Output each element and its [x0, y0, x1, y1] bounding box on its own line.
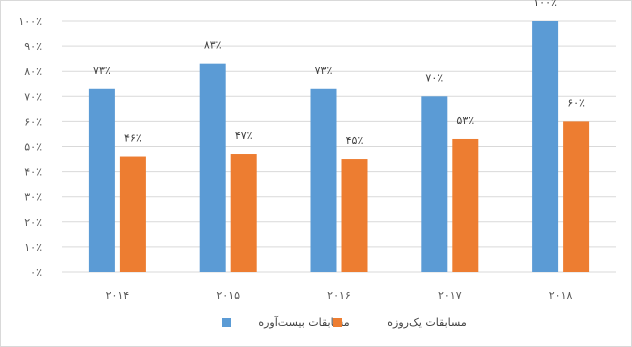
data-label: ۸۳٪: [204, 39, 222, 52]
gridlines: [62, 20, 616, 273]
y-tick-label: ۳۰٪: [24, 191, 42, 204]
y-tick-label: ۴۰٪: [24, 166, 42, 179]
x-tick-label: ۲۰۱۶: [327, 289, 351, 302]
y-tick-label: ۹۰٪: [24, 40, 42, 53]
bar: [452, 138, 479, 272]
data-label: ۷۳٪: [315, 64, 333, 77]
y-tick-label: ۸۰٪: [24, 65, 42, 78]
bars: [88, 21, 590, 273]
data-label: ۴۷٪: [235, 129, 253, 142]
legend-swatch: [222, 318, 231, 327]
legend-label: مسابقات بیست‌آوره: [258, 315, 349, 329]
x-axis-ticks: ۲۰۱۴ ۲۰۱۵ ۲۰۱۶ ۲۰۱۷ ۲۰۱۸: [106, 289, 573, 302]
data-label: ۴۶٪: [124, 132, 142, 145]
legend: مسابقات بیست‌آوره مسابقات یک‌روزه: [222, 315, 467, 329]
y-tick-label: ۱۰٪: [24, 241, 42, 254]
legend-label: مسابقات یک‌روزه: [387, 316, 467, 329]
data-label: ۴۵٪: [346, 134, 364, 147]
data-labels: ۷۳٪ ۴۶٪ ۸۳٪ ۴۷٪ ۷۳٪ ۴۵٪ ۷۰٪ ۵۳٪ ۱۰۰٪ ۶۰٪: [93, 0, 585, 147]
data-label: ۵۳٪: [456, 114, 474, 127]
bar: [199, 63, 226, 272]
bar: [341, 159, 368, 272]
bar: [421, 96, 448, 272]
y-tick-label: ۱۰۰٪: [18, 15, 42, 28]
y-tick-label: ۲۰٪: [24, 216, 42, 229]
y-tick-label: ۶۰٪: [24, 115, 42, 128]
y-tick-label: ۷۰٪: [24, 90, 42, 103]
data-label: ۷۳٪: [93, 64, 111, 77]
bar: [532, 21, 559, 272]
y-axis-ticks: ۰٪ ۱۰٪ ۲۰٪ ۳۰٪ ۴۰٪ ۵۰٪ ۶۰٪ ۷۰٪ ۸۰٪ ۹۰٪ ۱۰۰٪: [18, 15, 42, 279]
data-label: ۱۰۰٪: [533, 0, 557, 9]
y-tick-label: ۰٪: [30, 266, 42, 279]
bar: [88, 88, 115, 273]
bar: [119, 156, 146, 272]
legend-swatch: [333, 318, 342, 327]
data-label: ۷۰٪: [425, 71, 443, 84]
data-label: ۶۰٪: [567, 96, 585, 109]
x-tick-label: ۲۰۱۷: [438, 289, 462, 302]
y-tick-label: ۵۰٪: [24, 141, 42, 154]
bar: [563, 121, 590, 273]
bar: [310, 88, 337, 273]
x-tick-label: ۲۰۱۸: [549, 289, 573, 302]
bar: [230, 154, 257, 272]
x-tick-label: ۲۰۱۵: [216, 289, 240, 302]
x-tick-label: ۲۰۱۴: [106, 289, 130, 302]
